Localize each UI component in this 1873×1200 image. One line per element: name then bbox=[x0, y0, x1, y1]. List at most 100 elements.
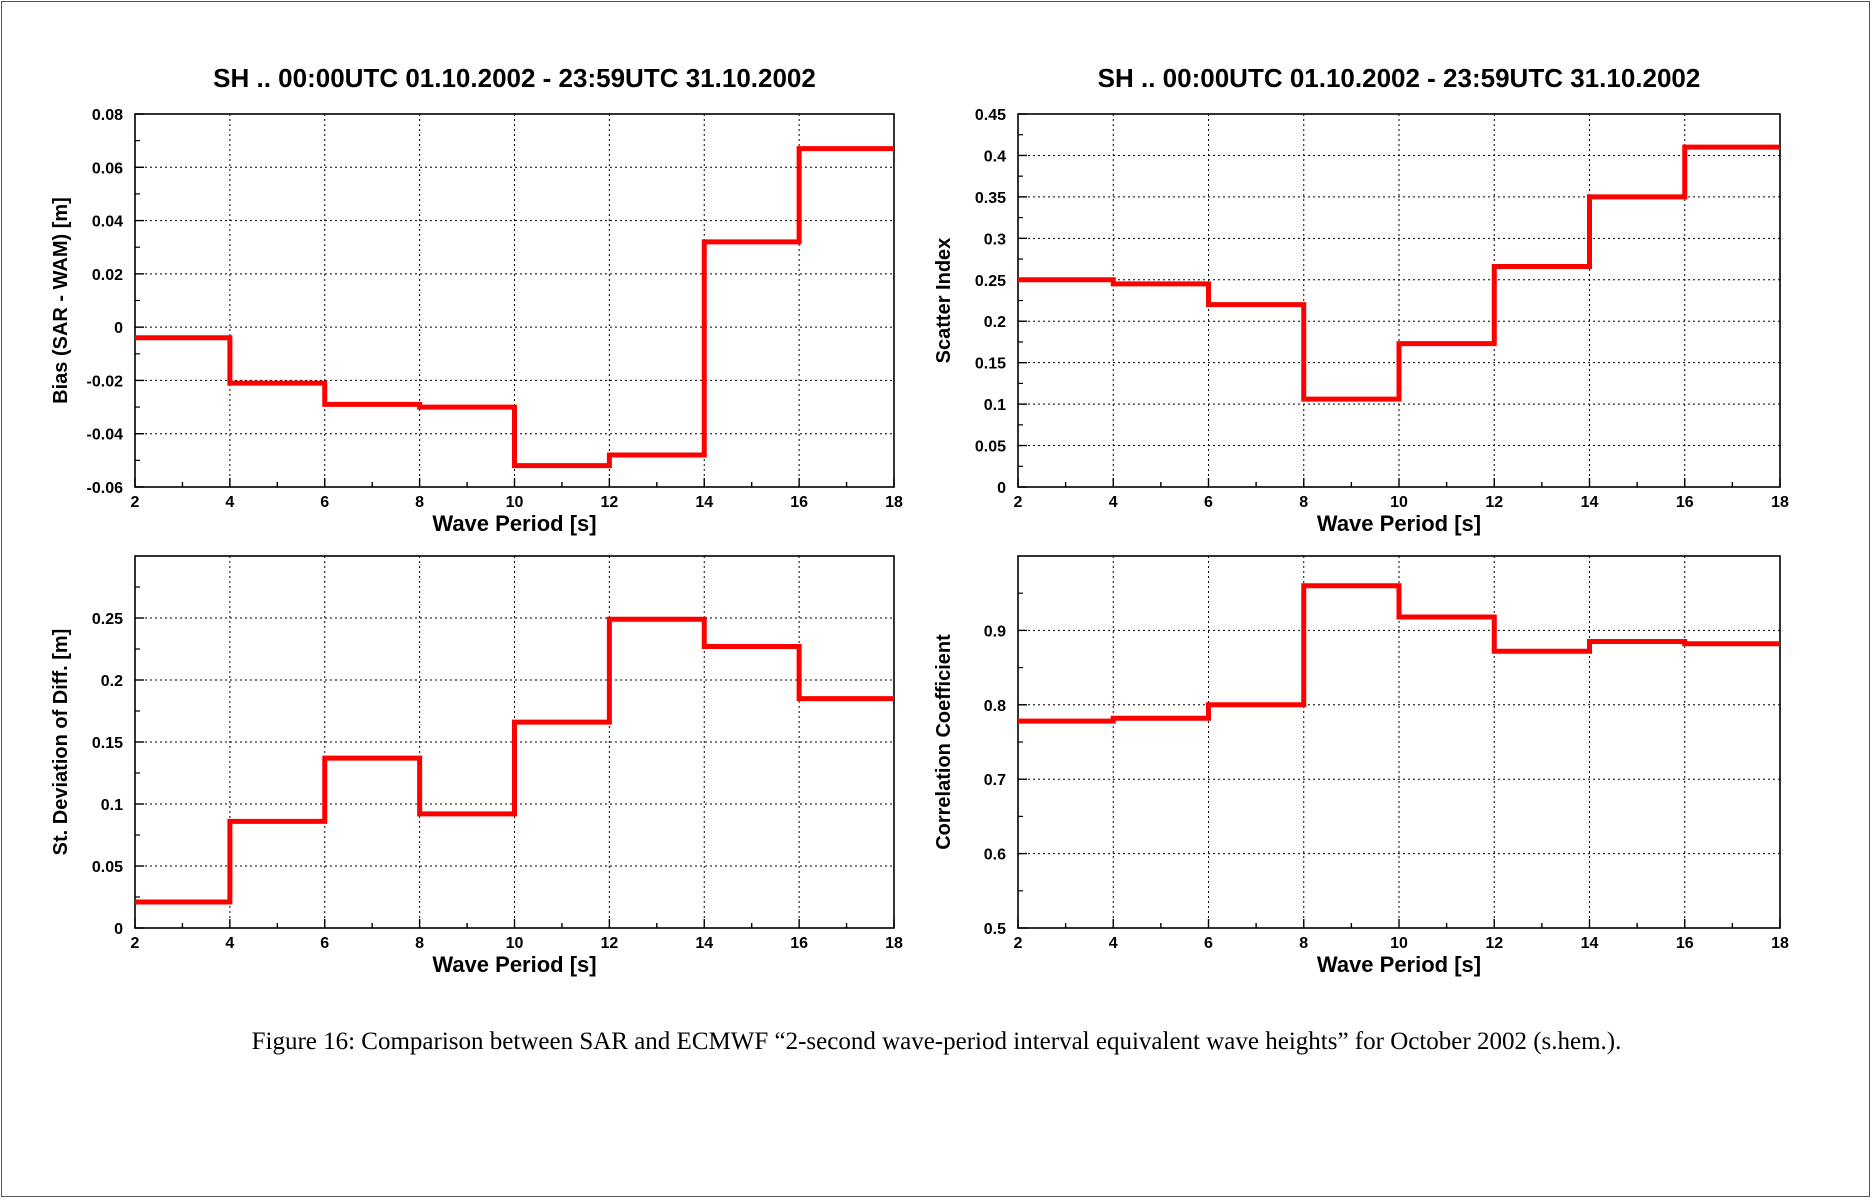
data-point bbox=[180, 900, 184, 904]
x-tick-label: 12 bbox=[1485, 494, 1503, 511]
y-tick-label: 0.06 bbox=[92, 160, 123, 177]
x-tick-label: 10 bbox=[1390, 935, 1408, 952]
x-tick-label: 18 bbox=[1771, 935, 1789, 952]
x-tick-label: 12 bbox=[600, 935, 618, 952]
data-series-line bbox=[135, 146, 894, 469]
data-point bbox=[1635, 640, 1639, 644]
figure-panels: 2 4 6 8 10 12 14 16 18 -0.06 -0.04 -0.02 0 0.02 0.04 0.… bbox=[50, 63, 1789, 977]
y-tick-label: 0 bbox=[114, 921, 123, 938]
data-series-line bbox=[1018, 583, 1780, 724]
x-axis-label: Wave Period [s] bbox=[1317, 511, 1481, 536]
data-point bbox=[1730, 145, 1734, 149]
x-axis-label: Wave Period [s] bbox=[1317, 952, 1481, 977]
x-tick-label: 6 bbox=[1204, 935, 1213, 952]
y-tick-label: 0.6 bbox=[984, 847, 1006, 864]
y-tick-label: 0.7 bbox=[984, 772, 1006, 789]
y-axis-label: Bias (SAR - WAM) [m] bbox=[50, 197, 72, 404]
data-point bbox=[845, 147, 849, 151]
data-point bbox=[1730, 642, 1734, 646]
x-tick-label: 18 bbox=[885, 935, 903, 952]
data-point bbox=[1064, 719, 1068, 723]
y-tick-label: 0.25 bbox=[92, 611, 123, 628]
y-tick-label: 0 bbox=[114, 320, 123, 337]
data-point bbox=[275, 819, 279, 823]
data-point bbox=[275, 381, 279, 385]
y-tick-label: -0.06 bbox=[87, 480, 124, 497]
x-axis-label: Wave Period [s] bbox=[432, 952, 596, 977]
x-tick-label: 6 bbox=[1204, 494, 1213, 511]
data-point bbox=[1254, 703, 1258, 707]
data-point bbox=[1445, 342, 1449, 346]
x-tick-label: 10 bbox=[506, 935, 524, 952]
data-point bbox=[1635, 195, 1639, 199]
x-tick-label: 14 bbox=[1581, 494, 1599, 511]
x-tick-label: 16 bbox=[790, 494, 808, 511]
x-tick-label: 6 bbox=[320, 494, 329, 511]
x-tick-label: 14 bbox=[695, 935, 713, 952]
data-point bbox=[1064, 278, 1068, 282]
data-point bbox=[1349, 397, 1353, 401]
y-tick-label: 0.9 bbox=[984, 623, 1006, 640]
data-point bbox=[465, 405, 469, 409]
data-point bbox=[370, 402, 374, 406]
x-tick-label: 10 bbox=[506, 494, 524, 511]
x-tick-label: 8 bbox=[1299, 494, 1308, 511]
x-axis-label: Wave Period [s] bbox=[432, 511, 596, 536]
data-point bbox=[1445, 615, 1449, 619]
data-point bbox=[560, 720, 564, 724]
data-point bbox=[465, 812, 469, 816]
data-point bbox=[1254, 303, 1258, 307]
x-tick-label: 10 bbox=[1390, 494, 1408, 511]
y-tick-label: 0.1 bbox=[984, 397, 1006, 414]
x-tick-label: 2 bbox=[131, 935, 140, 952]
data-point bbox=[655, 617, 659, 621]
x-tick-label: 2 bbox=[131, 494, 140, 511]
data-point bbox=[750, 645, 754, 649]
x-tick-label: 12 bbox=[1485, 935, 1503, 952]
y-tick-label: 0.4 bbox=[984, 148, 1006, 165]
x-tick-label: 4 bbox=[225, 935, 234, 952]
x-tick-label: 8 bbox=[415, 935, 424, 952]
y-axis-label: Correlation Coefficient bbox=[933, 634, 955, 850]
x-tick-label: 18 bbox=[1771, 494, 1789, 511]
data-point bbox=[1349, 584, 1353, 588]
x-tick-label: 16 bbox=[1676, 494, 1694, 511]
data-series-line bbox=[1018, 144, 1780, 402]
x-tick-label: 2 bbox=[1014, 494, 1023, 511]
data-point bbox=[655, 453, 659, 457]
y-tick-label: 0 bbox=[997, 480, 1006, 497]
x-tick-label: 8 bbox=[1299, 935, 1308, 952]
data-point bbox=[1540, 649, 1544, 653]
x-tick-label: 14 bbox=[695, 494, 713, 511]
y-tick-label: 0.5 bbox=[984, 921, 1006, 938]
chart-panel-1: 2 4 6 8 10 12 14 16 18 -0.06 -0.04 -0.02 0 0.02 0.04 0.… bbox=[50, 63, 903, 536]
y-tick-label: 0.15 bbox=[975, 356, 1006, 373]
data-point bbox=[180, 336, 184, 340]
data-point bbox=[750, 240, 754, 244]
x-tick-label: 6 bbox=[320, 935, 329, 952]
data-series-line bbox=[135, 616, 894, 905]
chart-panel-2: 2 4 6 8 10 12 14 16 18 0 0.05 0.1 0.15 0.2 0.25 0.3 0.35… bbox=[933, 63, 1789, 536]
data-point bbox=[845, 697, 849, 701]
y-tick-label: 0.1 bbox=[101, 797, 123, 814]
x-tick-label: 16 bbox=[790, 935, 808, 952]
x-tick-label: 4 bbox=[225, 494, 234, 511]
y-tick-label: 0.8 bbox=[984, 698, 1006, 715]
data-point bbox=[1159, 716, 1163, 720]
y-tick-label: 0.2 bbox=[101, 673, 123, 690]
x-tick-label: 18 bbox=[885, 494, 903, 511]
y-tick-label: 0.45 bbox=[975, 107, 1006, 124]
chart-title: SH .. 00:00UTC 01.10.2002 - 23:59UTC 31.… bbox=[1098, 63, 1701, 93]
data-point bbox=[560, 464, 564, 468]
y-tick-label: 0.08 bbox=[92, 107, 123, 124]
y-tick-label: 0.02 bbox=[92, 267, 123, 284]
x-tick-label: 4 bbox=[1109, 935, 1118, 952]
y-tick-label: 0.15 bbox=[92, 735, 123, 752]
chart-title: SH .. 00:00UTC 01.10.2002 - 23:59UTC 31.… bbox=[213, 63, 816, 93]
y-tick-label: 0.25 bbox=[975, 273, 1006, 290]
y-tick-label: 0.05 bbox=[975, 439, 1006, 456]
y-tick-label: 0.05 bbox=[92, 859, 123, 876]
y-tick-label: 0.2 bbox=[984, 314, 1006, 331]
